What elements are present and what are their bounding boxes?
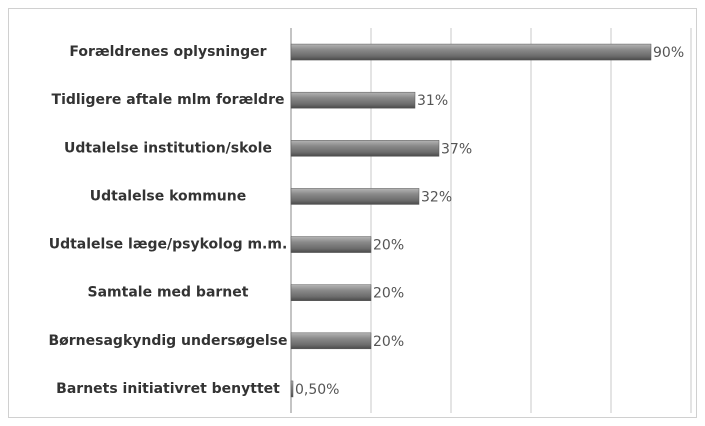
bar	[290, 43, 652, 61]
category-label: Samtale med barnet	[88, 285, 249, 301]
data-label: 20%	[373, 286, 404, 302]
bar	[290, 380, 294, 398]
bar	[290, 91, 416, 109]
data-label: 20%	[373, 334, 404, 350]
category-label: Barnets initiativret benyttet	[56, 381, 280, 397]
data-label: 32%	[421, 189, 452, 205]
category-label: Tidligere aftale mlm forældre	[52, 92, 285, 108]
category-label: Udtalelse institution/skole	[64, 140, 272, 156]
category-label: Udtalelse læge/psykolog m.m.	[49, 237, 288, 253]
category-label: Børnesagkyndig undersøgelse	[48, 333, 287, 349]
bar	[290, 188, 420, 205]
data-label: 20%	[373, 238, 404, 254]
bar	[290, 284, 372, 301]
chart-frame	[8, 8, 697, 418]
category-label: Udtalelse kommune	[90, 188, 246, 204]
bar	[290, 140, 440, 157]
data-label: 0,50%	[295, 382, 339, 398]
data-label: 90%	[653, 45, 684, 61]
data-label: 37%	[441, 141, 472, 157]
bar	[290, 236, 372, 253]
bar	[290, 332, 372, 350]
data-label: 31%	[417, 93, 448, 109]
category-label: Forældrenes oplysninger	[69, 44, 266, 60]
